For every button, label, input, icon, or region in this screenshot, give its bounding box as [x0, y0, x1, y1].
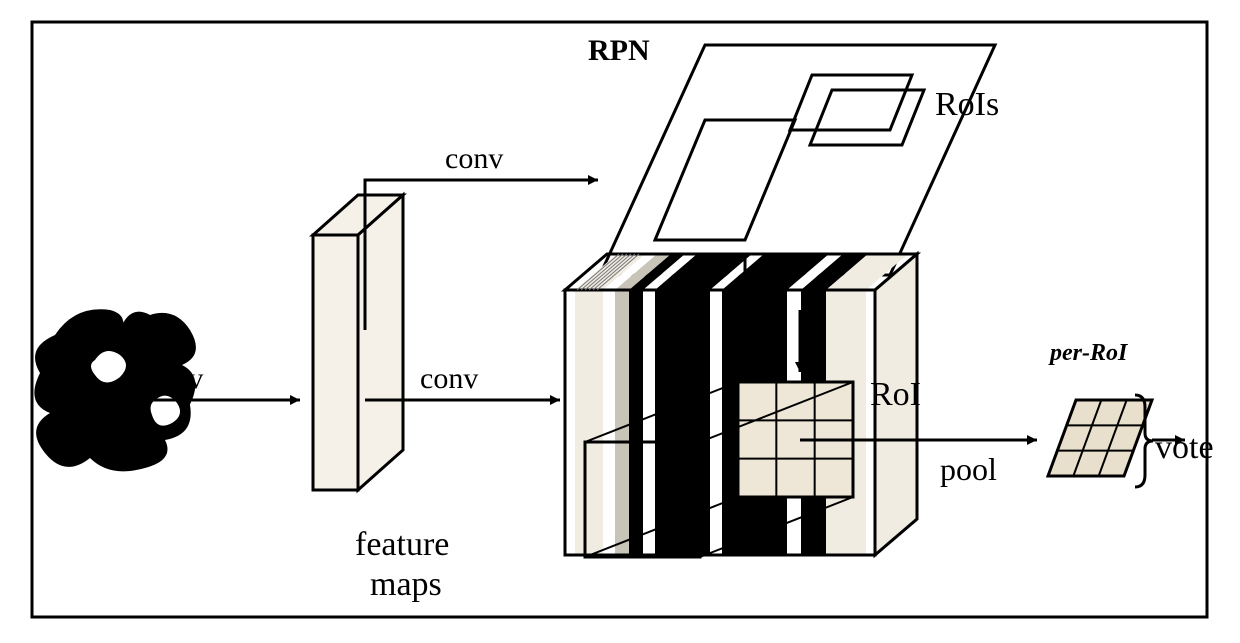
- label-conv3: conv: [445, 142, 503, 175]
- label-pool: pool: [940, 451, 997, 487]
- label-rois: RoIs: [935, 86, 999, 123]
- label-per-roi: per-RoI: [1048, 340, 1129, 366]
- label-feature-maps-2: maps: [370, 566, 442, 603]
- label-vote: vote: [1155, 429, 1214, 466]
- label-conv1: conv: [145, 362, 203, 395]
- rpn-panel: [600, 45, 995, 275]
- label-rpn: RPN: [588, 34, 650, 67]
- feature-maps-box: [313, 195, 403, 490]
- label-conv2: conv: [420, 362, 478, 395]
- label-feature-maps-1: feature: [355, 526, 449, 563]
- per-roi-grid: [1048, 400, 1152, 476]
- score-maps-block: [565, 254, 917, 557]
- label-roi: RoI: [870, 376, 921, 413]
